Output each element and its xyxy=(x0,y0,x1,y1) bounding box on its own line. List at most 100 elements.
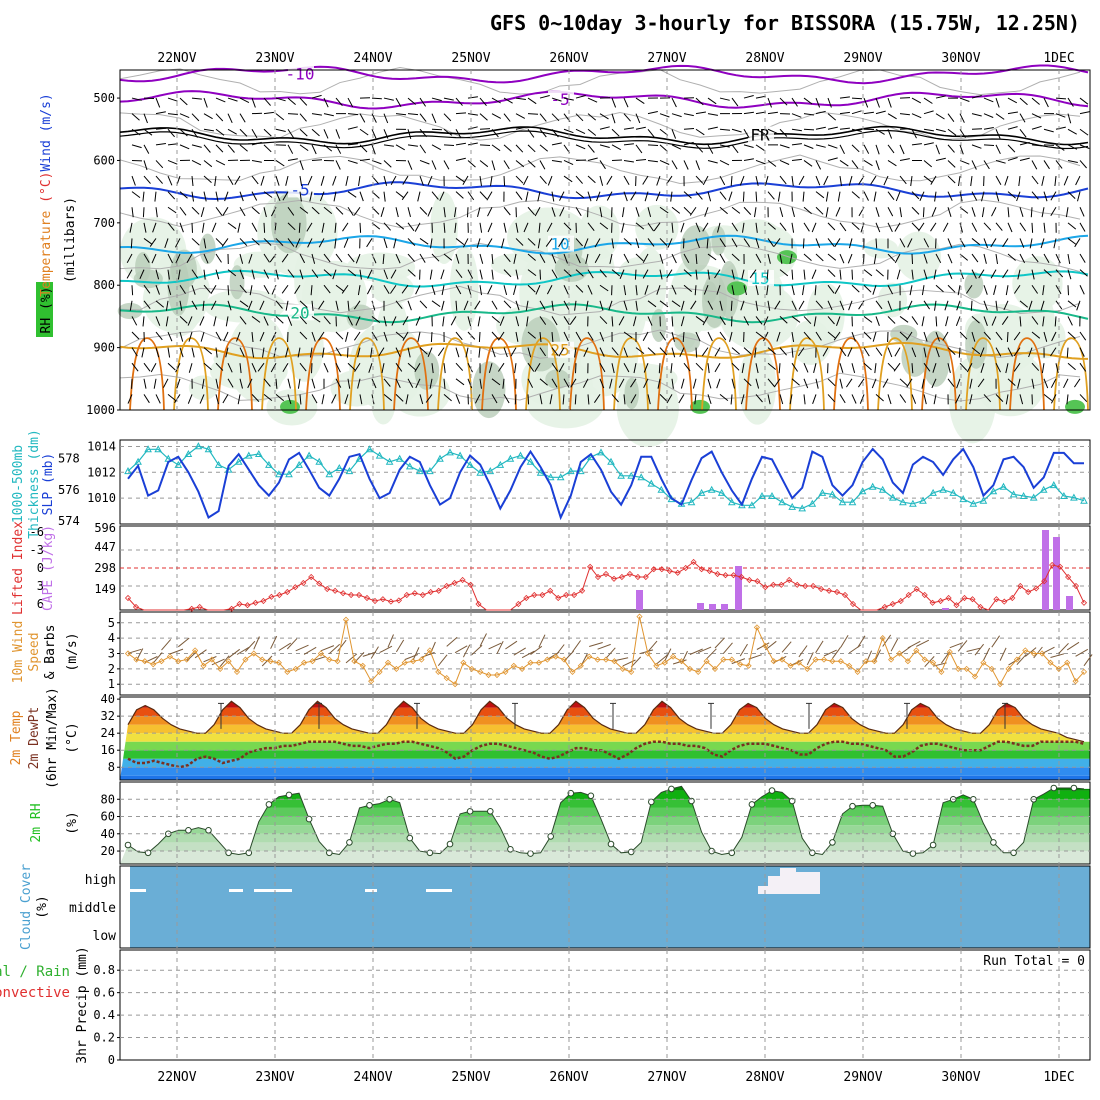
wind-barb xyxy=(323,316,331,325)
wind10m-barb xyxy=(966,647,981,652)
wind-barb xyxy=(342,222,349,232)
wind-barb xyxy=(611,269,621,277)
wind-barb xyxy=(767,253,771,264)
rh-point xyxy=(909,850,917,857)
wind-barb xyxy=(355,316,361,326)
wind10m-barb xyxy=(655,654,668,665)
wind-barb xyxy=(742,222,745,233)
wind-barb xyxy=(766,269,769,280)
wind-barb xyxy=(167,113,178,116)
wind-barb xyxy=(779,316,788,324)
wind10m-axis-label-1-part: 10m Wind xyxy=(11,621,26,684)
wind-barb xyxy=(642,331,649,342)
wind10m-point xyxy=(577,662,584,669)
wind-barb xyxy=(719,394,729,401)
wind-barb xyxy=(594,238,601,248)
wind-barb xyxy=(549,394,553,405)
wind-barb xyxy=(575,113,584,122)
lifted-index-point xyxy=(730,572,737,579)
wind-barb xyxy=(539,160,546,170)
wind-barb xyxy=(899,175,907,185)
wind-barb xyxy=(143,238,153,245)
wind-barb xyxy=(845,378,853,388)
wind-barb xyxy=(239,316,247,325)
wind-barb xyxy=(911,113,922,119)
wind-barb xyxy=(815,238,821,248)
rh-saturated xyxy=(727,281,747,296)
wind-barb xyxy=(755,363,759,374)
wind-barb xyxy=(247,378,253,389)
lifted-index-point xyxy=(762,584,769,591)
wind-barb xyxy=(203,113,213,120)
wind-barb xyxy=(1006,331,1009,343)
wind-barb xyxy=(311,363,313,374)
wind-barb xyxy=(857,378,865,388)
wind10m-barb xyxy=(916,639,930,647)
wind-barb xyxy=(910,175,913,187)
wind-barb xyxy=(467,191,475,201)
wind10m-point xyxy=(485,671,492,679)
wind-barb xyxy=(644,191,649,202)
wind-barb xyxy=(923,269,928,280)
wind-barb xyxy=(1055,363,1059,374)
wind-barb xyxy=(563,285,569,295)
wind-barb xyxy=(299,113,307,122)
wind-barb xyxy=(959,191,963,202)
wind-barb xyxy=(167,191,176,200)
wind-barb xyxy=(1043,269,1052,277)
wind-barb xyxy=(454,222,457,233)
wind-barb xyxy=(642,253,649,264)
wind10m-point xyxy=(561,656,568,663)
wind-barb xyxy=(371,97,383,100)
wind-barb xyxy=(599,126,610,130)
wind-barb xyxy=(671,253,677,264)
wind-barb xyxy=(527,362,535,372)
wind-barb xyxy=(776,331,781,342)
lifted-index-point xyxy=(531,591,538,599)
wind-barb xyxy=(1019,300,1029,308)
thickness-point xyxy=(999,482,1008,490)
wind-barb xyxy=(587,128,597,136)
wind-barb xyxy=(191,238,200,246)
wind-barb xyxy=(402,316,409,326)
wind-barb xyxy=(282,191,289,201)
wind-barb xyxy=(839,347,847,357)
wind-barb xyxy=(1031,97,1040,105)
wind10m-barb xyxy=(228,648,241,659)
wind-barb xyxy=(585,253,589,264)
wind-barb xyxy=(1005,285,1009,296)
wind-barb xyxy=(299,144,309,152)
wind-barb xyxy=(191,347,195,358)
lifted-index-point xyxy=(579,587,586,594)
wind-barb xyxy=(899,207,902,218)
wind-barb xyxy=(222,394,229,404)
wind-barb xyxy=(474,300,481,310)
lifted-index-point xyxy=(443,582,450,590)
wind-barb xyxy=(155,316,161,326)
wind-barb xyxy=(911,97,922,104)
lifted-index-point xyxy=(610,575,618,582)
wind-barb xyxy=(874,363,877,374)
wind-barb xyxy=(965,284,973,294)
wind-barb xyxy=(923,253,928,264)
wind-barb xyxy=(1005,363,1009,374)
wind10m-barb xyxy=(815,640,824,654)
wind-barb xyxy=(731,269,735,280)
wind-barb xyxy=(740,300,745,311)
lifted-index-point xyxy=(475,600,482,608)
wind-barb xyxy=(210,284,217,295)
wind-barb xyxy=(407,253,415,262)
wind-barb xyxy=(623,362,630,373)
wind10m-point xyxy=(594,656,601,663)
wind-barb xyxy=(443,160,450,170)
wind-barb xyxy=(391,316,397,326)
wind-barb xyxy=(419,300,428,309)
rh-tick-label: 40 xyxy=(101,827,115,841)
wind-barb xyxy=(486,191,493,201)
wind-barb xyxy=(455,269,463,278)
wind-barb xyxy=(947,191,953,201)
wind-barb xyxy=(813,363,817,374)
thickness-point xyxy=(858,487,867,495)
wind-barb xyxy=(455,284,462,295)
wind-barb xyxy=(347,300,350,311)
